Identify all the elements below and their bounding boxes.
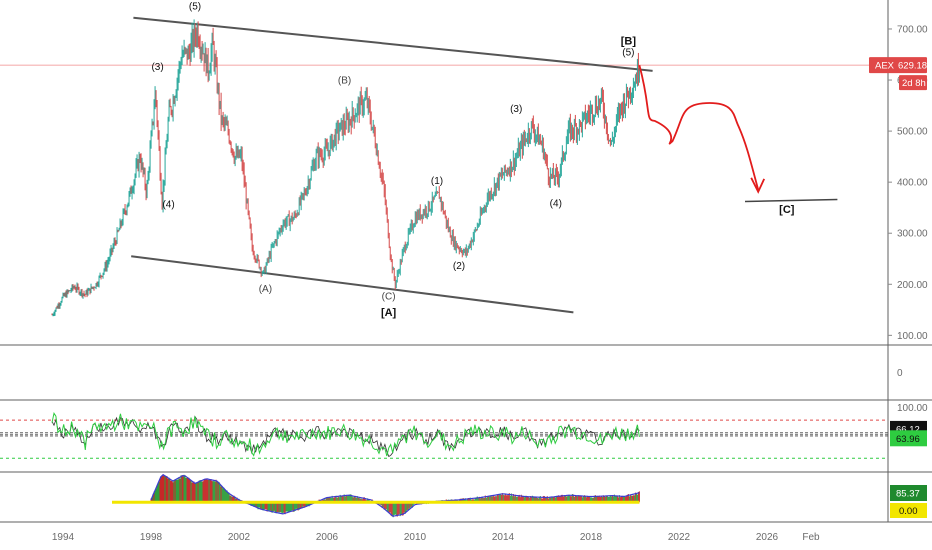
forecast-path — [638, 64, 760, 191]
wave-label: (3) — [510, 104, 522, 115]
time-tick-label: 2014 — [492, 532, 515, 543]
time-tick-label: 2026 — [756, 532, 779, 543]
time-tick-label: 2018 — [580, 532, 603, 543]
price-tick-label: 100.00 — [897, 331, 928, 342]
wave-label: (1) — [431, 176, 443, 187]
wave-label: (5) — [189, 2, 201, 13]
histogram-value: 85.37 — [896, 489, 920, 500]
channel-lower-line — [131, 255, 574, 314]
channel-upper-line — [133, 16, 653, 72]
last-price-badge — [869, 57, 927, 74]
wave-label: [C] — [779, 204, 795, 216]
histogram-zero-badge — [890, 503, 927, 518]
time-tick-label: 2006 — [316, 532, 339, 543]
price-tick-label: 200.00 — [897, 280, 928, 291]
wave-label: (4) — [550, 199, 562, 210]
wave-label: (3) — [151, 62, 163, 73]
main-price-axis[interactable]: 700.00600.00500.00400.00300.00200.00100.… — [869, 24, 928, 342]
price-tick-label: 500.00 — [897, 127, 928, 138]
empty-pane-tick-label: 0 — [897, 368, 903, 379]
symbol-label: AEX — [875, 61, 895, 72]
wave-label: [A] — [381, 307, 397, 319]
wave-label: (4) — [162, 200, 174, 211]
price-tick-label: 300.00 — [897, 229, 928, 240]
wave-label: [B] — [621, 35, 637, 47]
rsi-line — [51, 412, 640, 457]
histogram-outline — [150, 474, 640, 517]
histogram-value-badge — [890, 485, 927, 501]
wave-label: (B) — [338, 76, 351, 87]
price-tick-label: 700.00 — [897, 24, 928, 35]
countdown-badge — [899, 75, 927, 91]
rsi-signal-badge — [890, 430, 927, 447]
time-tick-label: 2010 — [404, 532, 427, 543]
last-price-value: 629.18 — [898, 61, 927, 72]
histogram-zero-value: 0.00 — [899, 506, 918, 517]
countdown-value: 2d 8h — [902, 78, 926, 89]
wave-label: (2) — [453, 261, 465, 272]
price-tick-label: 400.00 — [897, 178, 928, 189]
time-tick-label: 2002 — [228, 532, 251, 543]
empty-pane-axis: 0 — [897, 368, 903, 379]
rsi-value: 66.12 — [896, 424, 920, 435]
time-tick-label: 1998 — [140, 532, 163, 543]
time-tick-label: Feb — [802, 532, 820, 543]
time-tick-label: 1994 — [52, 532, 75, 543]
rsi-tick-label: 100.00 — [897, 403, 928, 414]
wave-label: (5) — [622, 48, 634, 59]
main-price-pane: (5)(3)(4)(B)(A)(C)[A](1)(2)(3)(4)[B](5)[… — [0, 2, 888, 319]
time-axis[interactable]: 1994 1998 2002 2006 2010 2014 2018 2022 2026 Feb — [52, 532, 820, 543]
histogram-pane: 85.37 0.00 — [112, 474, 927, 518]
price-candles — [51, 19, 640, 317]
time-tick-label: 2022 — [668, 532, 691, 543]
wave-label: (C) — [382, 292, 396, 303]
rsi-signal-value: 63.96 — [896, 434, 920, 445]
target-line — [744, 198, 838, 203]
wave-label: (A) — [259, 284, 272, 295]
forecast-arrowhead — [750, 177, 766, 194]
